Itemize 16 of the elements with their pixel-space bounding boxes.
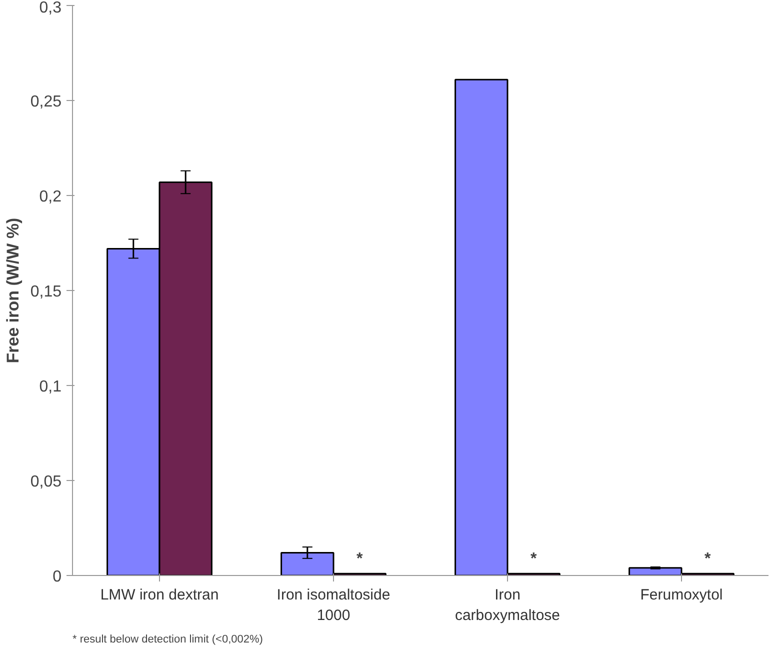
y-tick-label: 0,15 (30, 284, 62, 300)
y-tick-label: 0,25 (30, 94, 62, 110)
annotation: * (530, 550, 538, 568)
x-tick-label: Iron carboxymaltose (454, 586, 560, 624)
annotation: * (356, 550, 364, 568)
text: * result below detection limit (<0,002%) (72, 634, 263, 646)
y-tick-label: 0,2 (39, 188, 62, 206)
x-tick-label: Iron isomaltoside 1000 (276, 586, 390, 624)
x-tick-label: Ferumoxytol (640, 586, 723, 604)
annotation: * (704, 550, 712, 568)
y-tick-label: 0 (52, 568, 62, 586)
x-tick-label: LMW iron dextran (100, 586, 219, 604)
y-tick-label: 0,1 (39, 378, 62, 396)
y-tick-label: 0,05 (30, 474, 62, 490)
y-tick-label: 0,3 (39, 0, 62, 16)
y-axis-title: Free iron (W/W %) (3, 218, 22, 364)
